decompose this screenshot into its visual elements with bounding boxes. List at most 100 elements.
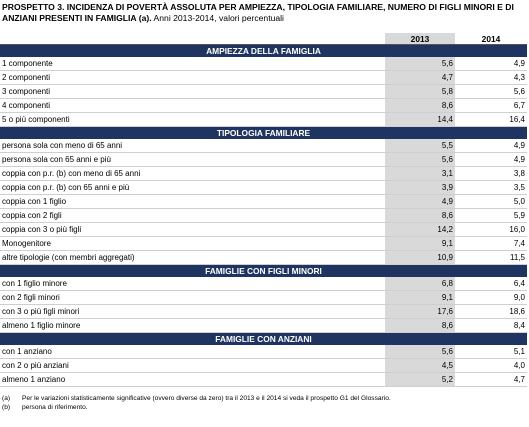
data-row: 2 componenti 4,7 4,3 xyxy=(0,70,527,85)
data-row: almeno 1 anziano 5,2 4,7 xyxy=(0,372,527,387)
data-row: 4 componenti 8,6 6,7 xyxy=(0,98,527,113)
cell-value: 8,4 xyxy=(455,318,527,333)
cell-value: 5,0 xyxy=(455,194,527,209)
footnote-text: Per le variazioni statisticamente signif… xyxy=(22,395,391,402)
cell-value: 14,4 xyxy=(385,112,455,127)
row-label: con 1 anziano xyxy=(0,345,385,359)
footnote: (a) Per le variazioni statisticamente sig… xyxy=(2,394,527,403)
data-row: coppia con p.r. (b) con meno di 65 anni 3… xyxy=(0,166,527,181)
row-label: 3 componenti xyxy=(0,84,385,99)
title-text: PROSPETTO 3. INCIDENZA DI POVERTÀ ASSOLU… xyxy=(2,2,514,23)
header-row: 2013 2014 xyxy=(0,33,527,45)
footnote: (b) persona di riferimento. xyxy=(2,403,527,412)
cell-value: 9,0 xyxy=(455,290,527,305)
section-title: AMPIEZZA DELLA FAMIGLIA xyxy=(0,44,527,57)
cell-value: 5,6 xyxy=(385,345,455,359)
cell-value: 8,6 xyxy=(385,318,455,333)
cell-value: 10,9 xyxy=(385,250,455,265)
row-label: persona sola con 65 anni e più xyxy=(0,152,385,167)
cell-value: 4,3 xyxy=(455,70,527,85)
cell-value: 3,8 xyxy=(455,166,527,181)
row-label: almeno 1 figlio minore xyxy=(0,318,385,333)
cell-value: 4,7 xyxy=(385,70,455,85)
section-title: FAMIGLIE CON ANZIANI xyxy=(0,332,527,345)
data-row: Monogenitore 9,1 7,4 xyxy=(0,236,527,251)
header-cell xyxy=(0,33,385,45)
row-label: con 2 figli minori xyxy=(0,290,385,305)
cell-value: 5,5 xyxy=(385,139,455,153)
row-label: persona sola con meno di 65 anni xyxy=(0,139,385,153)
cell-value: 9,1 xyxy=(385,236,455,251)
cell-value: 5,6 xyxy=(385,152,455,167)
cell-value: 18,6 xyxy=(455,304,527,319)
cell-value: 16,0 xyxy=(455,222,527,237)
row-label: con 3 o più figli minori xyxy=(0,304,385,319)
row-label: almeno 1 anziano xyxy=(0,372,385,387)
cell-value: 5,9 xyxy=(455,208,527,223)
data-row: con 2 figli minori 9,1 9,0 xyxy=(0,290,527,305)
cell-value: 8,6 xyxy=(385,98,455,113)
data-row: con 2 o più anziani 4,5 4,0 xyxy=(0,358,527,373)
footnote-text: persona di riferimento. xyxy=(22,404,88,411)
cell-value: 5,6 xyxy=(385,57,455,71)
data-row: almeno 1 figlio minore 8,6 8,4 xyxy=(0,318,527,333)
row-label: con 1 figlio minore xyxy=(0,277,385,291)
data-row: coppia con 3 o più figli 14,2 16,0 xyxy=(0,222,527,237)
table-body: AMPIEZZA DELLA FAMIGLIA 1 componente 5,6 4,… xyxy=(0,44,527,387)
cell-value: 4,9 xyxy=(455,139,527,153)
footnote-mark: (b) xyxy=(2,404,11,411)
data-row: con 1 figlio minore 6,8 6,4 xyxy=(0,277,527,291)
data-row: altre tipologie (con membri aggregati) 10… xyxy=(0,250,527,265)
cell-value: 7,4 xyxy=(455,236,527,251)
cell-value: 4,7 xyxy=(455,372,527,387)
subtitle: Anni 2013-2014, valori percentuali xyxy=(153,13,284,23)
row-label: 1 componente xyxy=(0,57,385,71)
cell-value: 17,6 xyxy=(385,304,455,319)
cell-value: 6,7 xyxy=(455,98,527,113)
cell-value: 6,4 xyxy=(455,277,527,291)
data-row: persona sola con 65 anni e più 5,6 4,9 xyxy=(0,152,527,167)
cell-value: 4,9 xyxy=(455,152,527,167)
footnotes: (a) Per le variazioni statisticamente sig… xyxy=(2,394,527,412)
data-row: persona sola con meno di 65 anni 5,5 4,9 xyxy=(0,139,527,153)
section-row: TIPOLOGIA FAMILIARE xyxy=(0,126,527,139)
data-row: 5 o più componenti 14,4 16,4 xyxy=(0,112,527,127)
row-label: 4 componenti xyxy=(0,98,385,113)
cell-value: 9,1 xyxy=(385,290,455,305)
table: 2013 2014 AMPIEZZA DELLA FAMIGLIA 1 compo… xyxy=(0,33,527,387)
cell-value: 14,2 xyxy=(385,222,455,237)
cell-value: 4,9 xyxy=(455,57,527,71)
title: PROSPETTO 3. INCIDENZA DI POVERTÀ ASSOLU… xyxy=(2,2,529,24)
footnote-mark: (a) xyxy=(2,395,11,402)
data-row: coppia con 2 figli 8,6 5,9 xyxy=(0,208,527,223)
section-title: FAMIGLIE CON FIGLI MINORI xyxy=(0,264,527,277)
row-label: Monogenitore xyxy=(0,236,385,251)
cell-value: 8,6 xyxy=(385,208,455,223)
cell-value: 11,5 xyxy=(455,250,527,265)
row-label: coppia con 1 figlio xyxy=(0,194,385,209)
cell-value: 16,4 xyxy=(455,112,527,127)
column-header: 2013 xyxy=(385,33,455,45)
data-row: coppia con 1 figlio 4,9 5,0 xyxy=(0,194,527,209)
row-label: coppia con 2 figli xyxy=(0,208,385,223)
row-label: coppia con p.r. (b) con meno di 65 anni xyxy=(0,166,385,181)
section-row: FAMIGLIE CON ANZIANI xyxy=(0,332,527,345)
row-label: con 2 o più anziani xyxy=(0,358,385,373)
row-label: coppia con p.r. (b) con 65 anni e più xyxy=(0,180,385,195)
cell-value: 6,8 xyxy=(385,277,455,291)
cell-value: 3,5 xyxy=(455,180,527,195)
cell-value: 3,1 xyxy=(385,166,455,181)
data-row: 1 componente 5,6 4,9 xyxy=(0,57,527,71)
row-label: coppia con 3 o più figli xyxy=(0,222,385,237)
section-title: TIPOLOGIA FAMILIARE xyxy=(0,126,527,139)
section-row: AMPIEZZA DELLA FAMIGLIA xyxy=(0,44,527,57)
data-row: con 3 o più figli minori 17,6 18,6 xyxy=(0,304,527,319)
cell-value: 4,5 xyxy=(385,358,455,373)
cell-value: 4,0 xyxy=(455,358,527,373)
cell-value: 3,9 xyxy=(385,180,455,195)
column-header: 2014 xyxy=(455,33,527,45)
cell-value: 5,1 xyxy=(455,345,527,359)
data-row: 3 componenti 5,8 5,6 xyxy=(0,84,527,99)
section-row: FAMIGLIE CON FIGLI MINORI xyxy=(0,264,527,277)
